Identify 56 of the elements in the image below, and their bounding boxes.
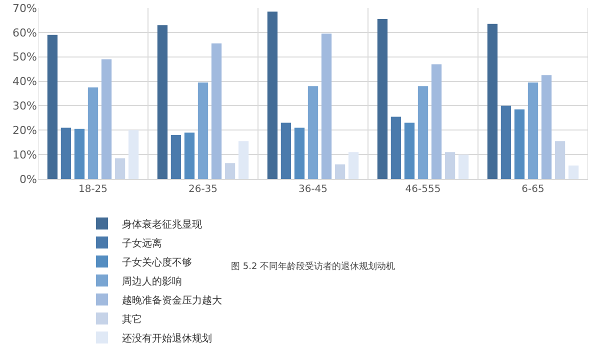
- y-tick-label: 70%: [12, 2, 37, 15]
- bar: [128, 130, 139, 179]
- x-tick-label: 26-35: [188, 184, 218, 195]
- bar: [514, 109, 525, 179]
- bar: [47, 34, 58, 179]
- legend-label: 子女远离: [122, 237, 162, 250]
- legend-label: 子女关心度不够: [122, 256, 192, 268]
- bar: [101, 59, 112, 179]
- bar: [554, 141, 566, 179]
- bar: [280, 122, 292, 179]
- caption: 图 5.2 不同年龄段受访者的退休规划动机: [231, 261, 396, 272]
- bar: [74, 128, 85, 179]
- y-tick-label: 20%: [12, 124, 37, 137]
- bar: [238, 141, 249, 179]
- bar: [321, 34, 332, 179]
- bar: [184, 132, 195, 179]
- bar: [334, 164, 346, 179]
- bar: [431, 64, 442, 179]
- y-tick-label: 0%: [20, 172, 37, 186]
- bar: [267, 12, 278, 179]
- y-tick-label: 40%: [12, 75, 37, 88]
- legend-label: 其它: [122, 313, 142, 326]
- x-tick-label: 6-65: [522, 184, 544, 195]
- bar: [500, 106, 512, 179]
- bar: [348, 152, 359, 179]
- y-tick-label: 60%: [12, 26, 37, 40]
- bar: [308, 86, 318, 179]
- bar: [390, 116, 402, 179]
- bar: [528, 82, 538, 179]
- legend-label: 还没有开始退休规划: [122, 332, 212, 344]
- y-tick-label: 50%: [12, 50, 37, 64]
- x-tick-label: 36-45: [298, 184, 328, 195]
- bar: [444, 152, 456, 179]
- bar: [568, 166, 579, 179]
- bar: [458, 154, 469, 179]
- legend-label: 越晚准备资金压力越大: [122, 294, 222, 306]
- bar: [60, 128, 72, 179]
- bar: [157, 25, 168, 179]
- bar: [404, 122, 415, 179]
- x-tick-label: 46-555: [405, 184, 441, 195]
- x-tick-label: 18-25: [78, 184, 108, 195]
- bar: [377, 18, 388, 179]
- bar: [487, 24, 498, 179]
- bar: [418, 86, 428, 179]
- bar: [198, 82, 208, 179]
- bar: [88, 87, 98, 179]
- bar: [211, 43, 222, 179]
- bar: [224, 163, 236, 179]
- bar: [170, 135, 182, 179]
- y-tick-label: 10%: [12, 148, 37, 162]
- legend-label: 周边人的影响: [122, 275, 182, 288]
- legend-label: 身体衰老征兆显现: [122, 218, 202, 230]
- y-tick-label: 30%: [12, 100, 37, 113]
- bar: [294, 128, 305, 179]
- bar: [541, 75, 552, 179]
- bar: [114, 158, 126, 179]
